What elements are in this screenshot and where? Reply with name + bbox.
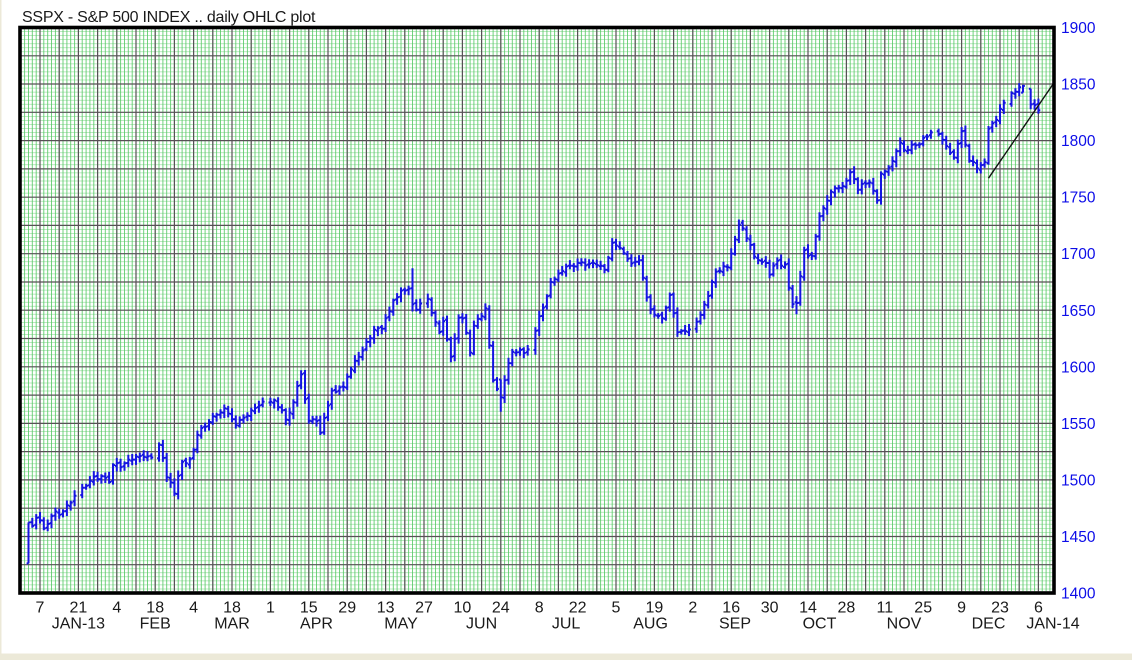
svg-text:11: 11: [876, 600, 893, 617]
svg-text:1550: 1550: [1061, 416, 1096, 433]
svg-text:30: 30: [761, 600, 779, 617]
svg-text:2: 2: [688, 600, 697, 617]
svg-text:24: 24: [492, 600, 510, 617]
svg-text:21: 21: [70, 600, 88, 617]
svg-text:SSPX - S&P 500 INDEX .. daily: SSPX - S&P 500 INDEX .. daily OHLC plot: [22, 9, 316, 26]
svg-text:1700: 1700: [1061, 246, 1096, 263]
svg-text:23: 23: [991, 600, 1009, 617]
svg-text:8: 8: [535, 600, 544, 617]
svg-text:28: 28: [838, 600, 856, 617]
svg-text:AUG: AUG: [633, 616, 668, 633]
svg-text:25: 25: [914, 600, 932, 617]
svg-text:MAR: MAR: [214, 616, 250, 633]
svg-text:1800: 1800: [1061, 133, 1096, 150]
svg-text:FEB: FEB: [140, 616, 171, 633]
svg-text:JAN-14: JAN-14: [1026, 616, 1079, 633]
svg-text:JUN: JUN: [466, 616, 497, 633]
svg-text:MAY: MAY: [384, 616, 418, 633]
svg-text:14: 14: [799, 600, 817, 617]
svg-text:13: 13: [377, 600, 395, 617]
svg-text:4: 4: [112, 600, 121, 617]
svg-text:10: 10: [454, 600, 472, 617]
svg-text:OCT: OCT: [803, 616, 837, 633]
svg-text:1500: 1500: [1061, 472, 1096, 489]
svg-text:15: 15: [300, 600, 318, 617]
svg-text:JAN-13: JAN-13: [52, 616, 105, 633]
svg-text:JUL: JUL: [552, 616, 581, 633]
svg-text:6: 6: [1034, 600, 1043, 617]
svg-text:NOV: NOV: [887, 616, 922, 633]
svg-text:4: 4: [189, 600, 198, 617]
svg-text:1850: 1850: [1061, 77, 1096, 94]
svg-text:22: 22: [569, 600, 587, 617]
svg-text:1600: 1600: [1061, 359, 1096, 376]
svg-text:1750: 1750: [1061, 190, 1096, 207]
svg-text:SEP: SEP: [719, 616, 751, 633]
svg-text:1400: 1400: [1061, 586, 1096, 603]
svg-text:1900: 1900: [1061, 20, 1096, 37]
svg-text:1: 1: [266, 600, 275, 617]
svg-text:1450: 1450: [1061, 529, 1096, 546]
svg-text:16: 16: [722, 600, 740, 617]
svg-text:19: 19: [646, 600, 664, 617]
svg-text:9: 9: [957, 600, 966, 617]
svg-text:18: 18: [146, 600, 164, 617]
svg-text:29: 29: [338, 600, 356, 617]
svg-text:7: 7: [36, 600, 45, 617]
svg-text:18: 18: [223, 600, 241, 617]
svg-text:5: 5: [612, 600, 621, 617]
svg-text:1650: 1650: [1061, 303, 1096, 320]
svg-text:APR: APR: [300, 616, 333, 633]
svg-text:DEC: DEC: [972, 616, 1006, 633]
svg-text:27: 27: [415, 600, 433, 617]
